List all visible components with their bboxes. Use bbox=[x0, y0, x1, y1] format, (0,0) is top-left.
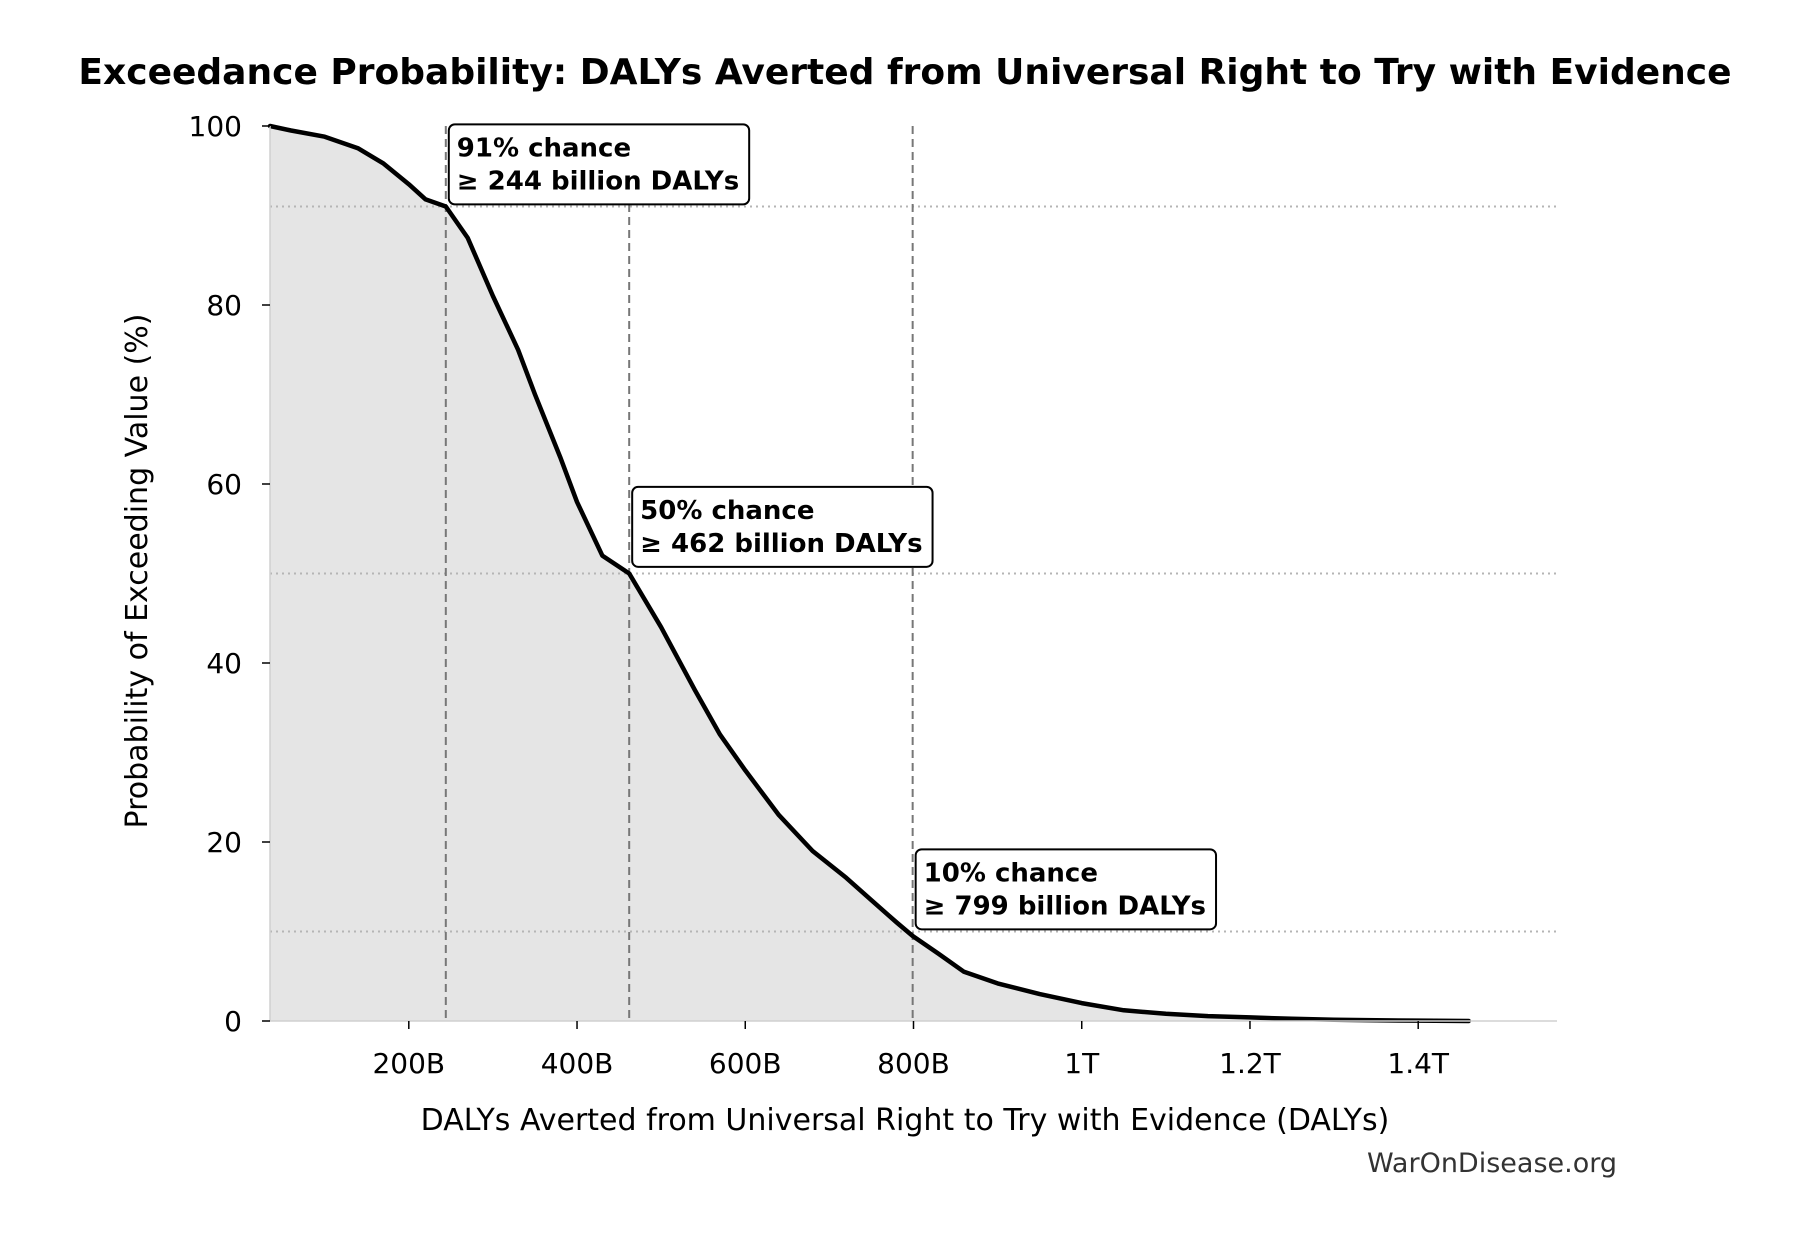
x-tick-label: 200B bbox=[372, 1047, 445, 1080]
annotation-border bbox=[631, 485, 934, 568]
annotation-box: 10% chance≥ 799 billion DALYs bbox=[914, 848, 1218, 931]
y-axis-label: Probability of Exceeding Value (%) bbox=[120, 314, 155, 829]
y-tick-label: 40 bbox=[206, 647, 242, 680]
annotation-line-2: ≥ 244 billion DALYs bbox=[457, 166, 739, 196]
y-tick-label: 60 bbox=[206, 468, 242, 501]
annotation-box: 50% chance≥ 462 billion DALYs bbox=[631, 485, 934, 568]
y-tick-label: 80 bbox=[206, 289, 242, 322]
annotation-line-1: 10% chance bbox=[924, 858, 1098, 888]
exceedance-curve bbox=[267, 123, 1471, 1024]
x-tick-label: 1T bbox=[1064, 1047, 1100, 1080]
x-tick-label: 600B bbox=[709, 1047, 782, 1080]
x-axis-label: DALYs Averted from Universal Right to Tr… bbox=[421, 1103, 1390, 1138]
annotation-box: 91% chance≥ 244 billion DALYs bbox=[447, 123, 751, 206]
annotation-line-2: ≥ 799 billion DALYs bbox=[924, 891, 1206, 921]
chart-title: Exceedance Probability: DALYs Averted fr… bbox=[78, 52, 1731, 93]
annotation-border bbox=[914, 848, 1218, 931]
annotation-line-2: ≥ 462 billion DALYs bbox=[640, 529, 922, 559]
x-tick-label: 1.2T bbox=[1219, 1047, 1282, 1080]
y-tick-label: 20 bbox=[206, 826, 242, 859]
plot-area: 200B 400B 600B 800B 1T 1.2T 1.4T 0 20 40 60 80 100 91… bbox=[189, 110, 1557, 1080]
annotation-line-1: 50% chance bbox=[640, 496, 814, 526]
annotation-border bbox=[447, 123, 751, 206]
x-tick-label: 400B bbox=[541, 1047, 614, 1080]
y-tick-label: 0 bbox=[224, 1005, 242, 1038]
annotation-line-1: 91% chance bbox=[457, 133, 631, 163]
x-tick-label: 800B bbox=[877, 1047, 950, 1080]
x-tick-label: 1.4T bbox=[1387, 1047, 1450, 1080]
area-fill bbox=[270, 126, 1469, 1021]
watermark: WarOnDisease.org bbox=[1367, 1148, 1617, 1179]
y-tick-label: 100 bbox=[189, 110, 242, 143]
